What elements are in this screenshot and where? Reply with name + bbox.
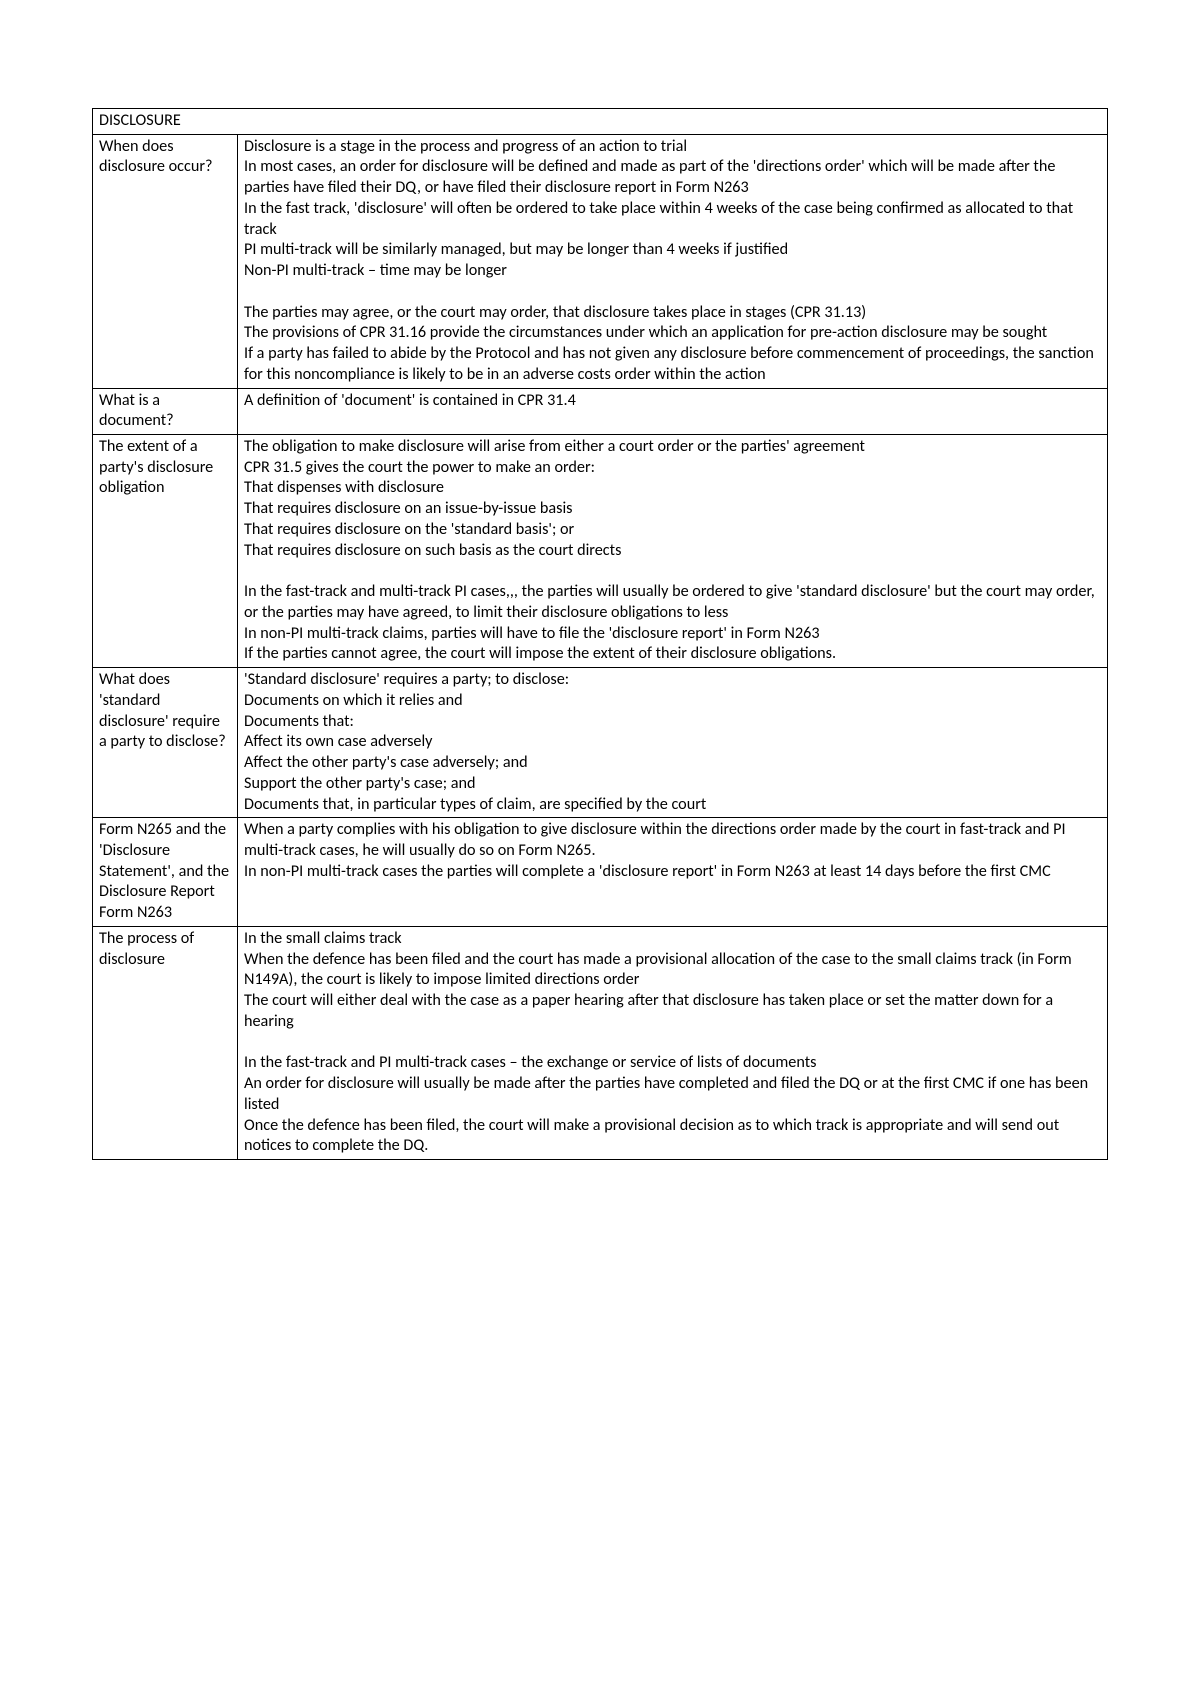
table-row: What is a document? A definition of 'docu… xyxy=(93,388,1108,434)
document-page: DISCLOSURE When does disclosure occur? Di… xyxy=(0,0,1200,1160)
row-label: The extent of a party's disclosure oblig… xyxy=(93,435,238,668)
row-content: The obligation to make disclosure will a… xyxy=(238,435,1108,668)
content-line: In non-PI multi-track claims, parties wi… xyxy=(244,624,1101,645)
content-line: Documents that, in particular types of c… xyxy=(244,795,1101,816)
content-line: In most cases, an order for disclosure w… xyxy=(244,157,1101,198)
table-row: What does 'standard disclosure' require … xyxy=(93,668,1108,818)
row-content: A definition of 'document' is contained … xyxy=(238,388,1108,434)
table-row: Form N265 and the 'Disclosure Statement'… xyxy=(93,818,1108,927)
table-row: When does disclosure occur? Disclosure is… xyxy=(93,134,1108,388)
content-line: The provisions of CPR 31.16 provide the … xyxy=(244,323,1101,344)
content-line: Once the defence has been filed, the cou… xyxy=(244,1116,1101,1157)
content-line: The parties may agree, or the court may … xyxy=(244,303,1101,324)
table-header: DISCLOSURE xyxy=(93,109,1108,135)
blank-line xyxy=(244,561,1101,582)
content-line: Support the other party's case; and xyxy=(244,774,1101,795)
table-row: The extent of a party's disclosure oblig… xyxy=(93,435,1108,668)
table-row: The process of disclosureIn the small cl… xyxy=(93,926,1108,1159)
row-content: When a party complies with his obligatio… xyxy=(238,818,1108,927)
content-line: The court will either deal with the case… xyxy=(244,991,1101,1032)
content-line: In the small claims track xyxy=(244,929,1101,950)
content-line: In the fast-track and multi-track PI cas… xyxy=(244,582,1101,623)
content-line: That dispenses with disclosure xyxy=(244,478,1101,499)
content-line: CPR 31.5 gives the court the power to ma… xyxy=(244,458,1101,479)
content-line: If the parties cannot agree, the court w… xyxy=(244,644,1101,665)
row-content: Disclosure is a stage in the process and… xyxy=(238,134,1108,388)
content-line: When the defence has been filed and the … xyxy=(244,950,1101,991)
row-label: What is a document? xyxy=(93,388,238,434)
content-line: If a party has failed to abide by the Pr… xyxy=(244,344,1101,385)
row-label: Form N265 and the 'Disclosure Statement'… xyxy=(93,818,238,927)
row-label: The process of disclosure xyxy=(93,926,238,1159)
row-label: What does 'standard disclosure' require … xyxy=(93,668,238,818)
content-line: Documents that: xyxy=(244,712,1101,733)
content-line: That requires disclosure on an issue-by-… xyxy=(244,499,1101,520)
content-line: That requires disclosure on the 'standar… xyxy=(244,520,1101,541)
content-line: Affect the other party's case adversely;… xyxy=(244,753,1101,774)
content-line: The obligation to make disclosure will a… xyxy=(244,437,1101,458)
content-line: Non-PI multi-track – time may be longer xyxy=(244,261,1101,282)
content-line: In the fast track, 'disclosure' will oft… xyxy=(244,199,1101,240)
table-header-row: DISCLOSURE xyxy=(93,109,1108,135)
blank-line xyxy=(244,1033,1101,1054)
row-label: When does disclosure occur? xyxy=(93,134,238,388)
content-line: An order for disclosure will usually be … xyxy=(244,1074,1101,1115)
row-content: 'Standard disclosure' requires a party; … xyxy=(238,668,1108,818)
blank-line xyxy=(244,282,1101,303)
content-line: PI multi-track will be similarly managed… xyxy=(244,240,1101,261)
disclosure-table: DISCLOSURE When does disclosure occur? Di… xyxy=(92,108,1108,1160)
content-line: In non-PI multi-track cases the parties … xyxy=(244,862,1101,883)
content-line: Affect its own case adversely xyxy=(244,732,1101,753)
content-line: Documents on which it relies and xyxy=(244,691,1101,712)
content-line: 'Standard disclosure' requires a party; … xyxy=(244,670,1101,691)
row-content: In the small claims trackWhen the defenc… xyxy=(238,926,1108,1159)
content-line: That requires disclosure on such basis a… xyxy=(244,541,1101,562)
content-line: When a party complies with his obligatio… xyxy=(244,820,1101,861)
content-line: In the fast-track and PI multi-track cas… xyxy=(244,1053,1101,1074)
content-line: A definition of 'document' is contained … xyxy=(244,391,1101,412)
content-line: Disclosure is a stage in the process and… xyxy=(244,137,1101,158)
